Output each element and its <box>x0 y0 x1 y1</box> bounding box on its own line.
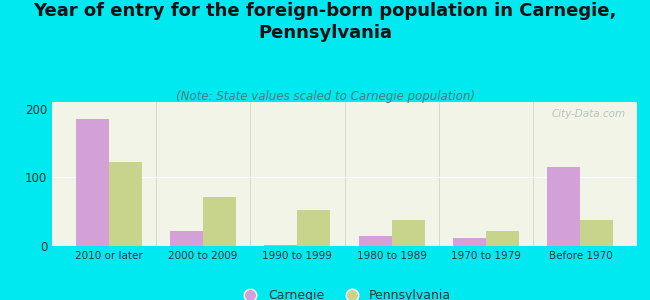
Bar <box>75 119 109 246</box>
Bar <box>265 244 297 246</box>
Bar <box>109 162 142 246</box>
Bar <box>580 220 614 246</box>
Bar <box>203 196 236 246</box>
Bar <box>170 231 203 246</box>
Bar <box>547 167 580 246</box>
Bar <box>453 238 486 246</box>
Text: Year of entry for the foreign-born population in Carnegie,
Pennsylvania: Year of entry for the foreign-born popul… <box>33 2 617 42</box>
Bar <box>392 220 424 246</box>
Bar <box>486 231 519 246</box>
Legend: Carnegie, Pennsylvania: Carnegie, Pennsylvania <box>233 284 456 300</box>
Text: City-Data.com: City-Data.com <box>551 109 625 119</box>
Bar <box>297 210 330 246</box>
Bar <box>359 236 392 246</box>
Text: (Note: State values scaled to Carnegie population): (Note: State values scaled to Carnegie p… <box>176 90 474 103</box>
